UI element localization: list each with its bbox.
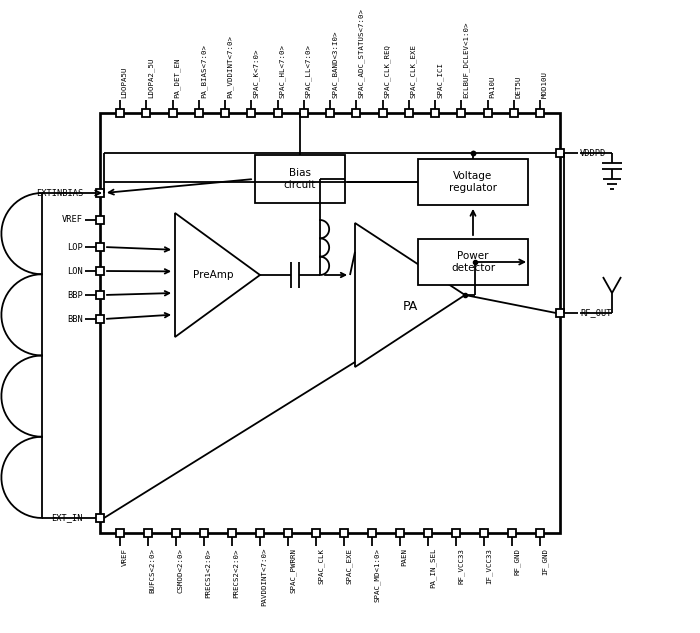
Text: EXTINBIAS: EXTINBIAS bbox=[36, 189, 83, 197]
Bar bbox=[312, 529, 320, 537]
Text: PA_DET_EN: PA_DET_EN bbox=[174, 58, 181, 98]
Bar bbox=[418, 239, 528, 285]
Bar bbox=[457, 109, 466, 117]
Bar bbox=[300, 109, 308, 117]
Bar bbox=[195, 109, 203, 117]
Text: PreAmp: PreAmp bbox=[193, 270, 234, 280]
Text: Power
detector: Power detector bbox=[451, 251, 495, 273]
Text: PA10U: PA10U bbox=[489, 75, 495, 98]
Text: SPAC_CLK_REQ: SPAC_CLK_REQ bbox=[384, 44, 391, 98]
Text: EXT_IN: EXT_IN bbox=[52, 513, 83, 522]
Bar bbox=[247, 109, 256, 117]
Text: SPAC_HL<7:0>: SPAC_HL<7:0> bbox=[279, 44, 286, 98]
Bar bbox=[274, 109, 281, 117]
Bar bbox=[116, 109, 124, 117]
Bar bbox=[142, 109, 150, 117]
Text: IF_VCC33: IF_VCC33 bbox=[486, 548, 492, 584]
Bar bbox=[96, 216, 104, 224]
Bar bbox=[256, 529, 264, 537]
Text: PA_BIAS<7:0>: PA_BIAS<7:0> bbox=[200, 44, 207, 98]
Text: SPAC_LL<7:0>: SPAC_LL<7:0> bbox=[305, 44, 312, 98]
Bar bbox=[200, 529, 208, 537]
Text: PAVDDINT<7:0>: PAVDDINT<7:0> bbox=[262, 548, 267, 606]
Bar bbox=[326, 109, 334, 117]
Bar bbox=[340, 529, 348, 537]
Bar bbox=[96, 243, 104, 251]
Bar bbox=[144, 529, 152, 537]
Bar bbox=[396, 529, 404, 537]
Bar bbox=[96, 315, 104, 323]
Text: MOD10U: MOD10U bbox=[542, 71, 547, 98]
Text: IF_GND: IF_GND bbox=[542, 548, 548, 575]
Bar bbox=[352, 109, 361, 117]
Bar bbox=[96, 514, 104, 522]
Bar bbox=[536, 109, 544, 117]
Text: LDOPA5U: LDOPA5U bbox=[122, 66, 127, 98]
Bar bbox=[284, 529, 292, 537]
Text: PA_VDDINT<7:0>: PA_VDDINT<7:0> bbox=[227, 35, 233, 98]
Bar bbox=[536, 529, 544, 537]
Text: VDDPD: VDDPD bbox=[580, 149, 606, 158]
Text: SPAC_PWRRN: SPAC_PWRRN bbox=[290, 548, 296, 593]
Text: RF_VCC33: RF_VCC33 bbox=[458, 548, 464, 584]
Bar bbox=[508, 529, 516, 537]
Text: CSMOD<2:0>: CSMOD<2:0> bbox=[178, 548, 183, 593]
Text: PAEN: PAEN bbox=[402, 548, 407, 566]
Text: PA: PA bbox=[402, 301, 418, 313]
Text: PRECS2<2:0>: PRECS2<2:0> bbox=[234, 548, 239, 598]
Text: SPAC_EXE: SPAC_EXE bbox=[346, 548, 352, 584]
Polygon shape bbox=[355, 223, 465, 367]
Text: SPAC_CLK_EXE: SPAC_CLK_EXE bbox=[410, 44, 417, 98]
Bar bbox=[228, 529, 236, 537]
Text: LDOPA2_5U: LDOPA2_5U bbox=[148, 58, 155, 98]
Bar bbox=[221, 109, 229, 117]
Text: RF_OUT: RF_OUT bbox=[580, 308, 612, 318]
Text: SPAC_K<7:0>: SPAC_K<7:0> bbox=[253, 49, 260, 98]
Text: Voltage
regulator: Voltage regulator bbox=[449, 171, 497, 193]
Text: BBN: BBN bbox=[67, 315, 83, 323]
Text: VREF: VREF bbox=[62, 215, 83, 225]
Bar bbox=[100, 113, 560, 533]
Text: LOP: LOP bbox=[67, 242, 83, 251]
Bar bbox=[255, 155, 345, 203]
Bar bbox=[424, 529, 432, 537]
Text: DET5U: DET5U bbox=[515, 75, 522, 98]
Bar bbox=[96, 291, 104, 299]
Text: VREF: VREF bbox=[122, 548, 127, 566]
Text: LON: LON bbox=[67, 266, 83, 275]
Text: SPAC_ADC_STATUS<7:0>: SPAC_ADC_STATUS<7:0> bbox=[358, 8, 365, 98]
Bar bbox=[480, 529, 488, 537]
Bar bbox=[96, 189, 104, 197]
Bar bbox=[484, 109, 491, 117]
Text: PA_IN_SEL: PA_IN_SEL bbox=[430, 548, 436, 589]
Bar bbox=[172, 529, 180, 537]
Text: SPAC_BAND<3:I0>: SPAC_BAND<3:I0> bbox=[332, 30, 338, 98]
Text: Bias
circuit: Bias circuit bbox=[284, 168, 316, 190]
Bar bbox=[431, 109, 439, 117]
Text: ECLBUF_DCLEV<1:0>: ECLBUF_DCLEV<1:0> bbox=[463, 22, 470, 98]
Text: BBP: BBP bbox=[67, 291, 83, 299]
Bar bbox=[379, 109, 386, 117]
Bar bbox=[368, 529, 376, 537]
Text: BUFCS<2:0>: BUFCS<2:0> bbox=[150, 548, 155, 593]
Text: RF_GND: RF_GND bbox=[514, 548, 520, 575]
Bar bbox=[169, 109, 176, 117]
Bar bbox=[556, 149, 564, 157]
Bar bbox=[510, 109, 518, 117]
Bar bbox=[116, 529, 124, 537]
Polygon shape bbox=[175, 213, 260, 337]
Bar bbox=[452, 529, 460, 537]
Bar bbox=[405, 109, 413, 117]
Bar bbox=[556, 309, 564, 317]
Text: SPAC_CLK: SPAC_CLK bbox=[318, 548, 324, 584]
Text: SPAC_ICI: SPAC_ICI bbox=[437, 62, 443, 98]
Text: PRECS1<2:0>: PRECS1<2:0> bbox=[206, 548, 211, 598]
Bar bbox=[96, 267, 104, 275]
Bar bbox=[418, 159, 528, 205]
Text: SPAC_MD<1:0>: SPAC_MD<1:0> bbox=[374, 548, 380, 602]
